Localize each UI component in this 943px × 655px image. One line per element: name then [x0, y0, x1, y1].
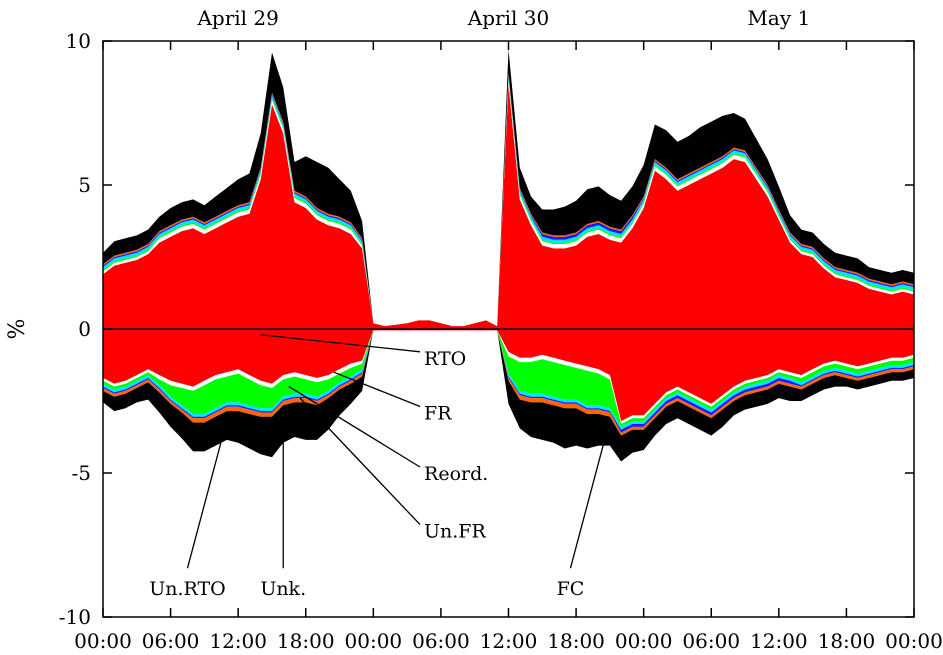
x-tick-label: 18:00: [818, 629, 876, 653]
x-tick-label: 12:00: [209, 629, 267, 653]
annotation-layer: RTO FR Reord. Un.FR Un.RTO Unk. FC: [149, 334, 605, 600]
series-area-unk-negative: [103, 330, 914, 462]
x-tick-label: 00:00: [74, 629, 132, 653]
annotation-label-unk: Unk.: [260, 578, 306, 600]
x-tick-label: 06:00: [412, 629, 470, 653]
series-layer: [103, 49, 914, 462]
x-tick-label: 00:00: [345, 629, 403, 653]
x-tick-label: 00:00: [615, 629, 673, 653]
annotation-label-fr: FR: [424, 403, 452, 425]
annotation-leader-un-fr: [299, 397, 421, 526]
y-tick-label: -10: [59, 605, 91, 629]
annotation-label-un-fr: Un.FR: [424, 521, 486, 543]
annotation-leader-rto: [260, 334, 421, 353]
series-area-rto-negative: [103, 329, 914, 422]
y-tick-label: 0: [78, 317, 91, 341]
annotation-label-rto: RTO: [424, 348, 466, 370]
x-tick-label: 18:00: [547, 629, 605, 653]
x-tick-label: 06:00: [682, 629, 740, 653]
annotation-leader-reord: [288, 386, 421, 468]
y-tick-label: 10: [66, 29, 91, 53]
y-axis-label: %: [5, 319, 30, 340]
y-tick-label: 5: [78, 173, 91, 197]
annotation-label-reord: Reord.: [424, 463, 488, 485]
y-tick-label: -5: [72, 461, 91, 485]
annotation-label-un-rto: Un.RTO: [149, 578, 226, 600]
annotation-leader-un-rto: [186, 441, 222, 569]
series-area-rto-positive: [103, 84, 914, 329]
x-tick-label: 06:00: [142, 629, 200, 653]
x-tick-label: 12:00: [750, 629, 808, 653]
annotation-leader-fr: [333, 371, 421, 408]
date-label: April 30: [467, 6, 549, 30]
annotation-leader-fc: [569, 441, 605, 569]
x-tick-label: 18:00: [277, 629, 335, 653]
x-tick-label: 12:00: [480, 629, 538, 653]
date-label: April 29: [196, 6, 278, 30]
date-label: May 1: [747, 6, 810, 30]
x-tick-label: 00:00: [885, 629, 943, 653]
annotation-label-fc: FC: [557, 578, 585, 600]
